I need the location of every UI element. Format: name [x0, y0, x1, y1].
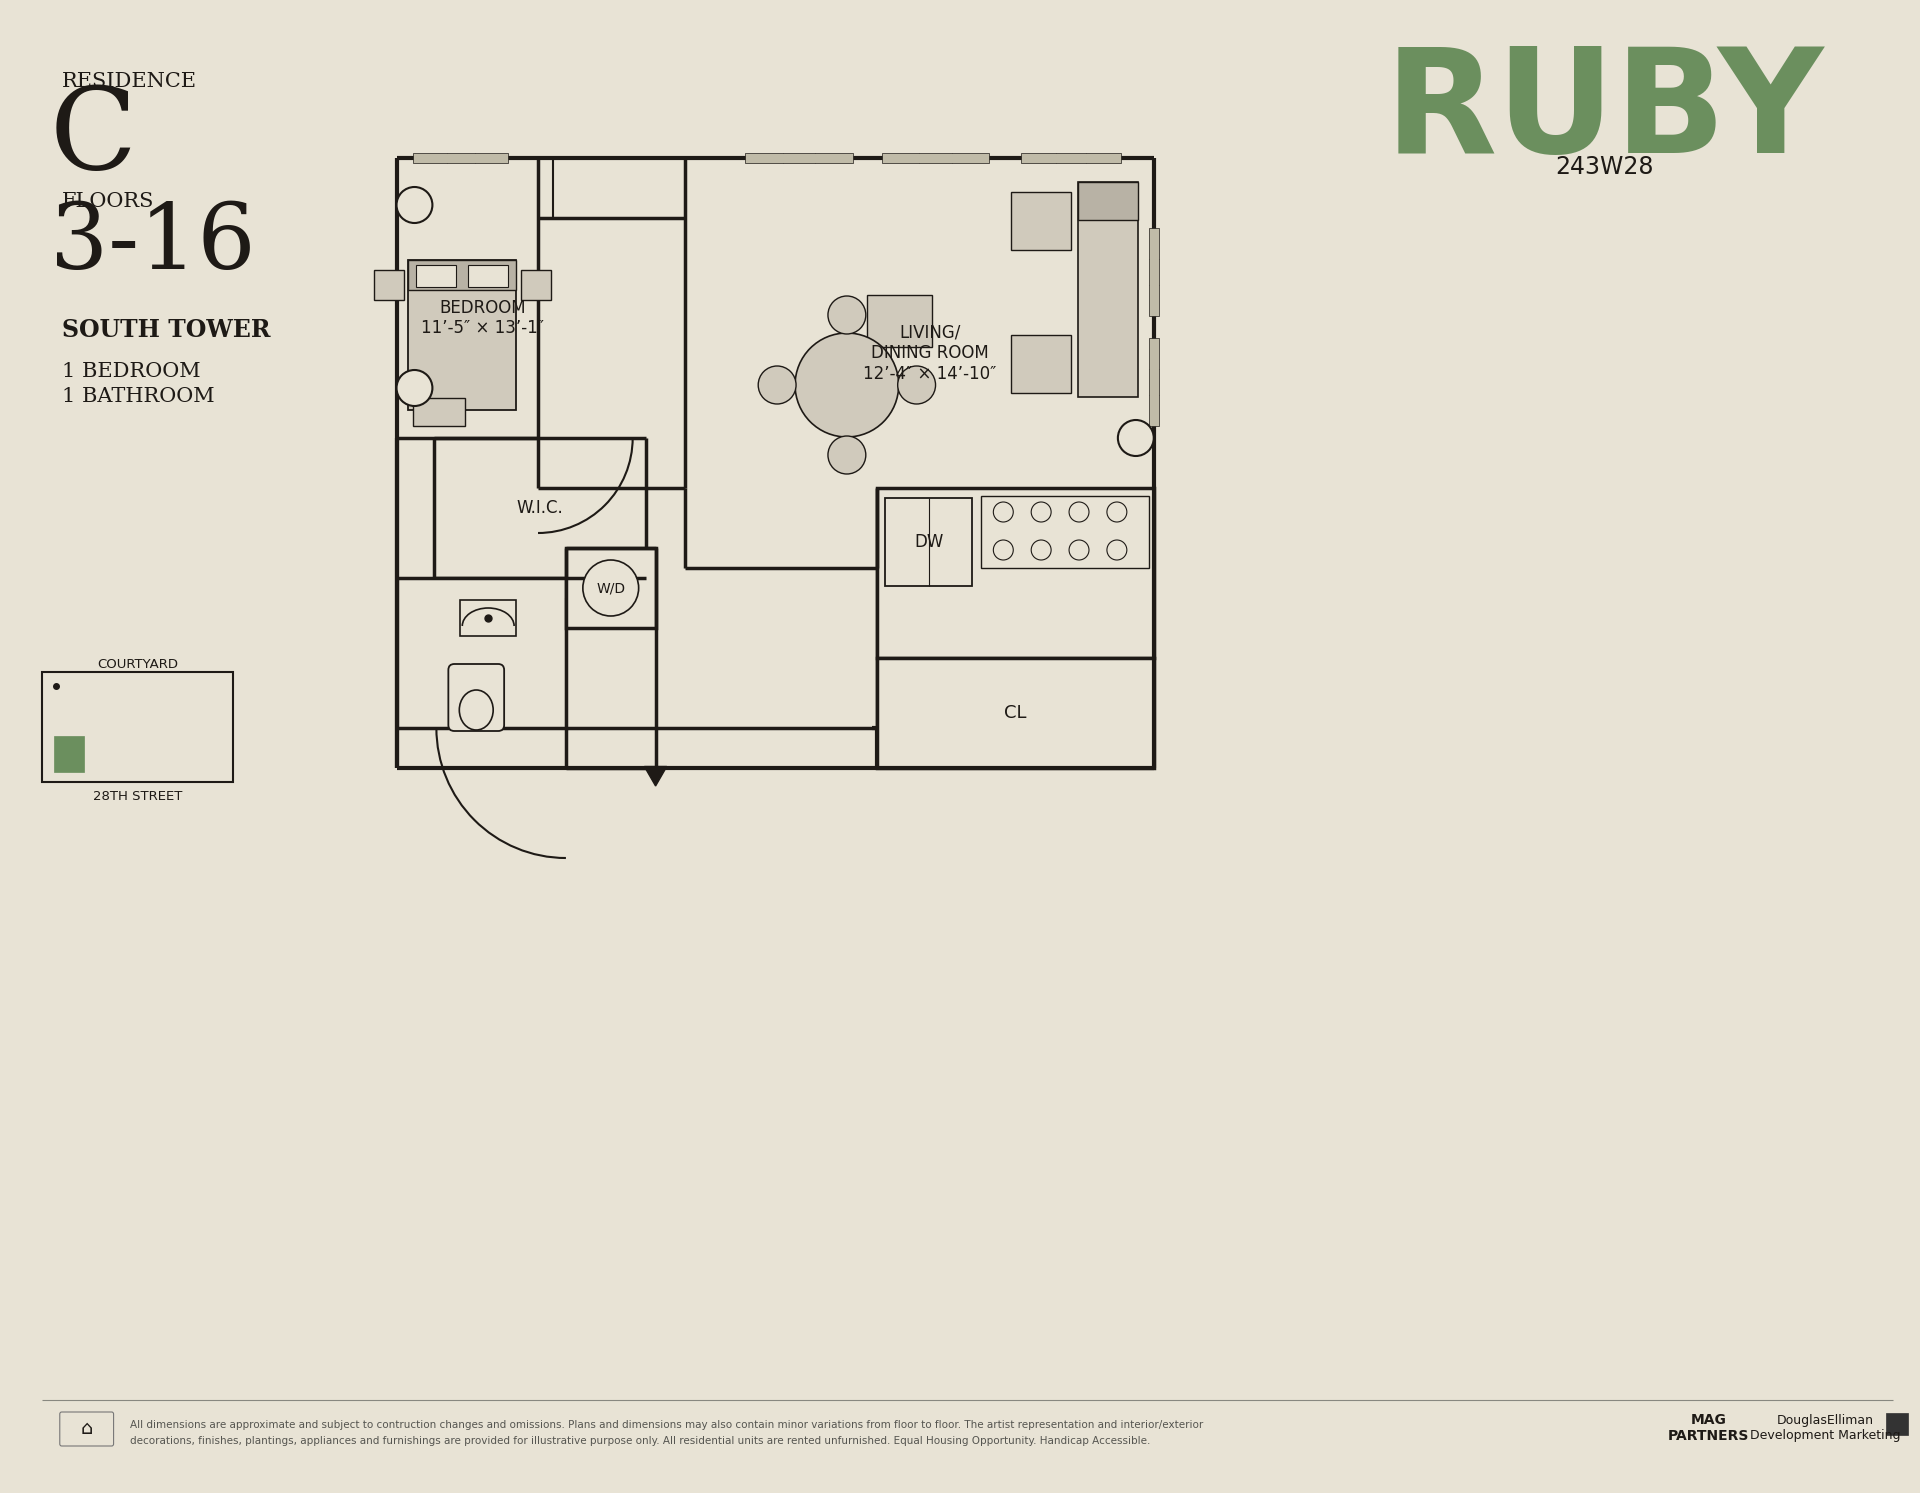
Bar	[1148, 337, 1160, 426]
FancyBboxPatch shape	[449, 664, 505, 732]
Text: DW: DW	[914, 533, 943, 551]
Circle shape	[584, 560, 639, 617]
Circle shape	[795, 333, 899, 437]
Text: RUBY: RUBY	[1384, 42, 1824, 184]
Bar	[1077, 182, 1139, 219]
Text: RESIDENCE: RESIDENCE	[61, 72, 196, 91]
Circle shape	[397, 187, 432, 222]
Bar	[468, 264, 509, 287]
Circle shape	[1117, 420, 1154, 455]
Text: 1 BATHROOM: 1 BATHROOM	[61, 387, 215, 406]
Text: W/D: W/D	[597, 581, 626, 596]
Circle shape	[758, 366, 797, 405]
FancyBboxPatch shape	[60, 1412, 113, 1447]
Bar	[409, 260, 516, 411]
Bar	[54, 736, 84, 772]
Text: LIVING/
DINING ROOM
12’-4″ × 14’-10″: LIVING/ DINING ROOM 12’-4″ × 14’-10″	[862, 322, 996, 382]
Text: 3-16: 3-16	[50, 200, 255, 288]
Bar	[397, 578, 566, 729]
Text: BEDROOM
11’-5″ × 13’-1″: BEDROOM 11’-5″ × 13’-1″	[420, 299, 543, 337]
Bar	[461, 600, 516, 636]
Circle shape	[1108, 502, 1127, 523]
Bar	[42, 672, 232, 782]
Bar	[745, 152, 852, 163]
Bar	[417, 264, 457, 287]
Circle shape	[993, 540, 1014, 560]
Bar	[1885, 1412, 1908, 1435]
Circle shape	[899, 366, 935, 405]
Circle shape	[1108, 540, 1127, 560]
Text: COURTYARD: COURTYARD	[98, 658, 179, 670]
Bar	[520, 270, 551, 300]
Circle shape	[1031, 540, 1050, 560]
Circle shape	[828, 436, 866, 473]
Bar	[877, 658, 1154, 767]
Text: 1 BEDROOM: 1 BEDROOM	[61, 361, 200, 381]
Text: CL: CL	[1004, 705, 1027, 723]
Circle shape	[397, 370, 432, 406]
Circle shape	[1069, 540, 1089, 560]
Bar	[981, 496, 1148, 567]
Text: MAG
PARTNERS: MAG PARTNERS	[1668, 1412, 1749, 1444]
Text: ⌂: ⌂	[81, 1420, 92, 1438]
Text: DouglasElliman
Development Marketing: DouglasElliman Development Marketing	[1749, 1414, 1901, 1442]
Bar	[566, 548, 655, 629]
Text: decorations, finishes, plantings, appliances and furnishings are provided for il: decorations, finishes, plantings, applia…	[129, 1436, 1150, 1447]
Bar	[877, 488, 1154, 658]
Bar	[1012, 193, 1071, 249]
Bar	[866, 296, 931, 346]
Text: SOUTH TOWER: SOUTH TOWER	[61, 318, 271, 342]
Ellipse shape	[459, 690, 493, 730]
Text: C: C	[50, 82, 136, 193]
Circle shape	[828, 296, 866, 334]
Text: 243W28: 243W28	[1555, 155, 1653, 179]
Circle shape	[993, 502, 1014, 523]
Bar	[413, 399, 465, 426]
Bar	[1077, 182, 1139, 397]
Text: 28TH STREET: 28TH STREET	[92, 790, 182, 803]
Bar	[1021, 152, 1121, 163]
Bar	[374, 270, 403, 300]
Circle shape	[1069, 502, 1089, 523]
Circle shape	[1031, 502, 1050, 523]
Text: FLOORS: FLOORS	[61, 193, 154, 211]
Text: All dimensions are approximate and subject to contruction changes and omissions.: All dimensions are approximate and subje…	[129, 1420, 1202, 1430]
Bar	[885, 499, 972, 585]
Bar	[1012, 334, 1071, 393]
Bar	[1148, 228, 1160, 317]
Text: W.I.C.: W.I.C.	[516, 499, 563, 517]
Bar	[409, 260, 516, 290]
Bar	[881, 152, 989, 163]
Bar	[413, 152, 509, 163]
